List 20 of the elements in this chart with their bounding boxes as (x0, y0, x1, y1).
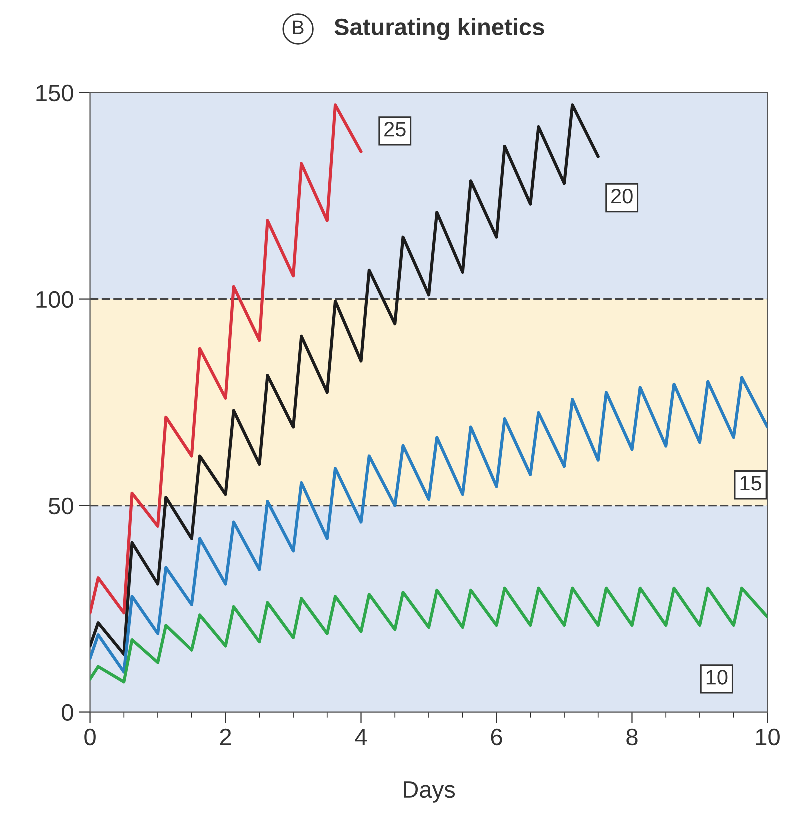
text: B (293, 20, 304, 34)
y-tick-label: 100 (36, 291, 74, 308)
chart-title: Saturating kinetics (334, 18, 544, 40)
y-tick-label: 50 (48, 498, 74, 515)
line-series (90, 104, 363, 615)
x-axis-title: Days (404, 782, 456, 803)
series-label: 25 (384, 122, 406, 137)
line-series (90, 104, 600, 656)
x-tick-label: 6 (491, 728, 502, 746)
x-tick-label: 10 (756, 728, 780, 746)
line-series (90, 586, 768, 684)
x-tick-label: 2 (220, 728, 232, 746)
x-tick-label: 8 (626, 728, 638, 746)
y-tick-label: 0 (62, 704, 74, 722)
x-tick-label: 0 (84, 728, 96, 746)
y-tick-label: 150 (36, 84, 74, 102)
series-label: 20 (612, 188, 633, 204)
text: 10 (706, 670, 728, 685)
series-label: 15 (740, 476, 762, 491)
x-tick-label: 4 (355, 729, 368, 746)
